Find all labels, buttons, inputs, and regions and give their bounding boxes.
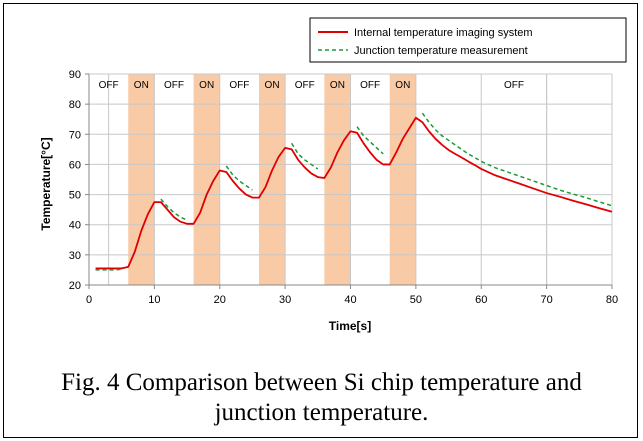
on-band: [324, 74, 351, 285]
series-junction-line: [160, 198, 188, 221]
series-lines: [95, 112, 613, 271]
x-tick-label: 60: [475, 294, 487, 306]
x-tick-label: 70: [541, 294, 553, 306]
on-band: [389, 74, 416, 285]
y-tick-label: 80: [69, 99, 81, 111]
state-label: OFF: [504, 80, 524, 91]
figure-caption-line-2: junction temperature.: [214, 399, 429, 426]
x-tick-label: 40: [344, 294, 356, 306]
line-chart: OFF ON OFF ON OFF ON OFF ON OFF ON OFF 0 10 20 30 40 50…: [39, 17, 627, 333]
state-label: OFF: [360, 80, 380, 91]
series-junction-line: [95, 268, 122, 271]
x-tick-labels: 0 10 20 30 40 50 60 70 80: [86, 285, 618, 306]
y-tick-label: 50: [69, 190, 81, 202]
legend-label-internal: Internal temperature imaging system: [354, 27, 533, 39]
state-labels: OFF ON OFF ON OFF ON OFF ON OFF ON OFF: [99, 80, 524, 91]
figure-caption-line-1: Fig. 4 Comparison between Si chip temper…: [61, 369, 582, 396]
x-axis-label: Time[s]: [329, 319, 371, 333]
x-tick-label: 30: [279, 294, 291, 306]
state-label: ON: [199, 80, 214, 91]
on-band: [128, 74, 155, 285]
legend-box: [309, 17, 627, 63]
y-axis-label: Temperature[°C]: [39, 137, 53, 230]
x-tick-label: 0: [86, 294, 92, 306]
state-label: OFF: [164, 80, 184, 91]
on-band: [258, 74, 286, 285]
y-tick-label: 70: [69, 129, 81, 141]
state-label: OFF: [99, 80, 119, 91]
state-label: ON: [265, 80, 280, 91]
x-tick-label: 20: [214, 294, 226, 306]
series-junction-line: [356, 126, 384, 155]
state-dividers: [108, 74, 548, 285]
series-internal-line: [95, 116, 613, 270]
x-tick-label: 50: [410, 294, 422, 306]
y-tick-label: 20: [69, 280, 81, 292]
series-junction-line: [225, 165, 253, 191]
y-tick-labels: 20 30 40 50 60 70 80 90: [69, 69, 89, 292]
y-tick-label: 40: [69, 220, 81, 232]
y-tick-label: 60: [69, 159, 81, 171]
state-label: ON: [134, 80, 149, 91]
state-label: OFF: [229, 80, 249, 91]
state-label: OFF: [295, 80, 315, 91]
state-label: ON: [330, 80, 345, 91]
legend: Internal temperature imaging system Junc…: [309, 17, 627, 63]
on-bands: [128, 74, 416, 285]
y-tick-label: 30: [69, 250, 81, 262]
series-junction-line: [421, 112, 613, 207]
x-tick-label: 10: [148, 294, 160, 306]
x-tick-label: 80: [606, 294, 618, 306]
state-label: ON: [395, 80, 410, 91]
on-band: [193, 74, 220, 285]
legend-label-junction: Junction temperature measurement: [354, 45, 528, 57]
y-tick-label: 90: [69, 69, 81, 81]
series-junction-line: [291, 142, 319, 170]
